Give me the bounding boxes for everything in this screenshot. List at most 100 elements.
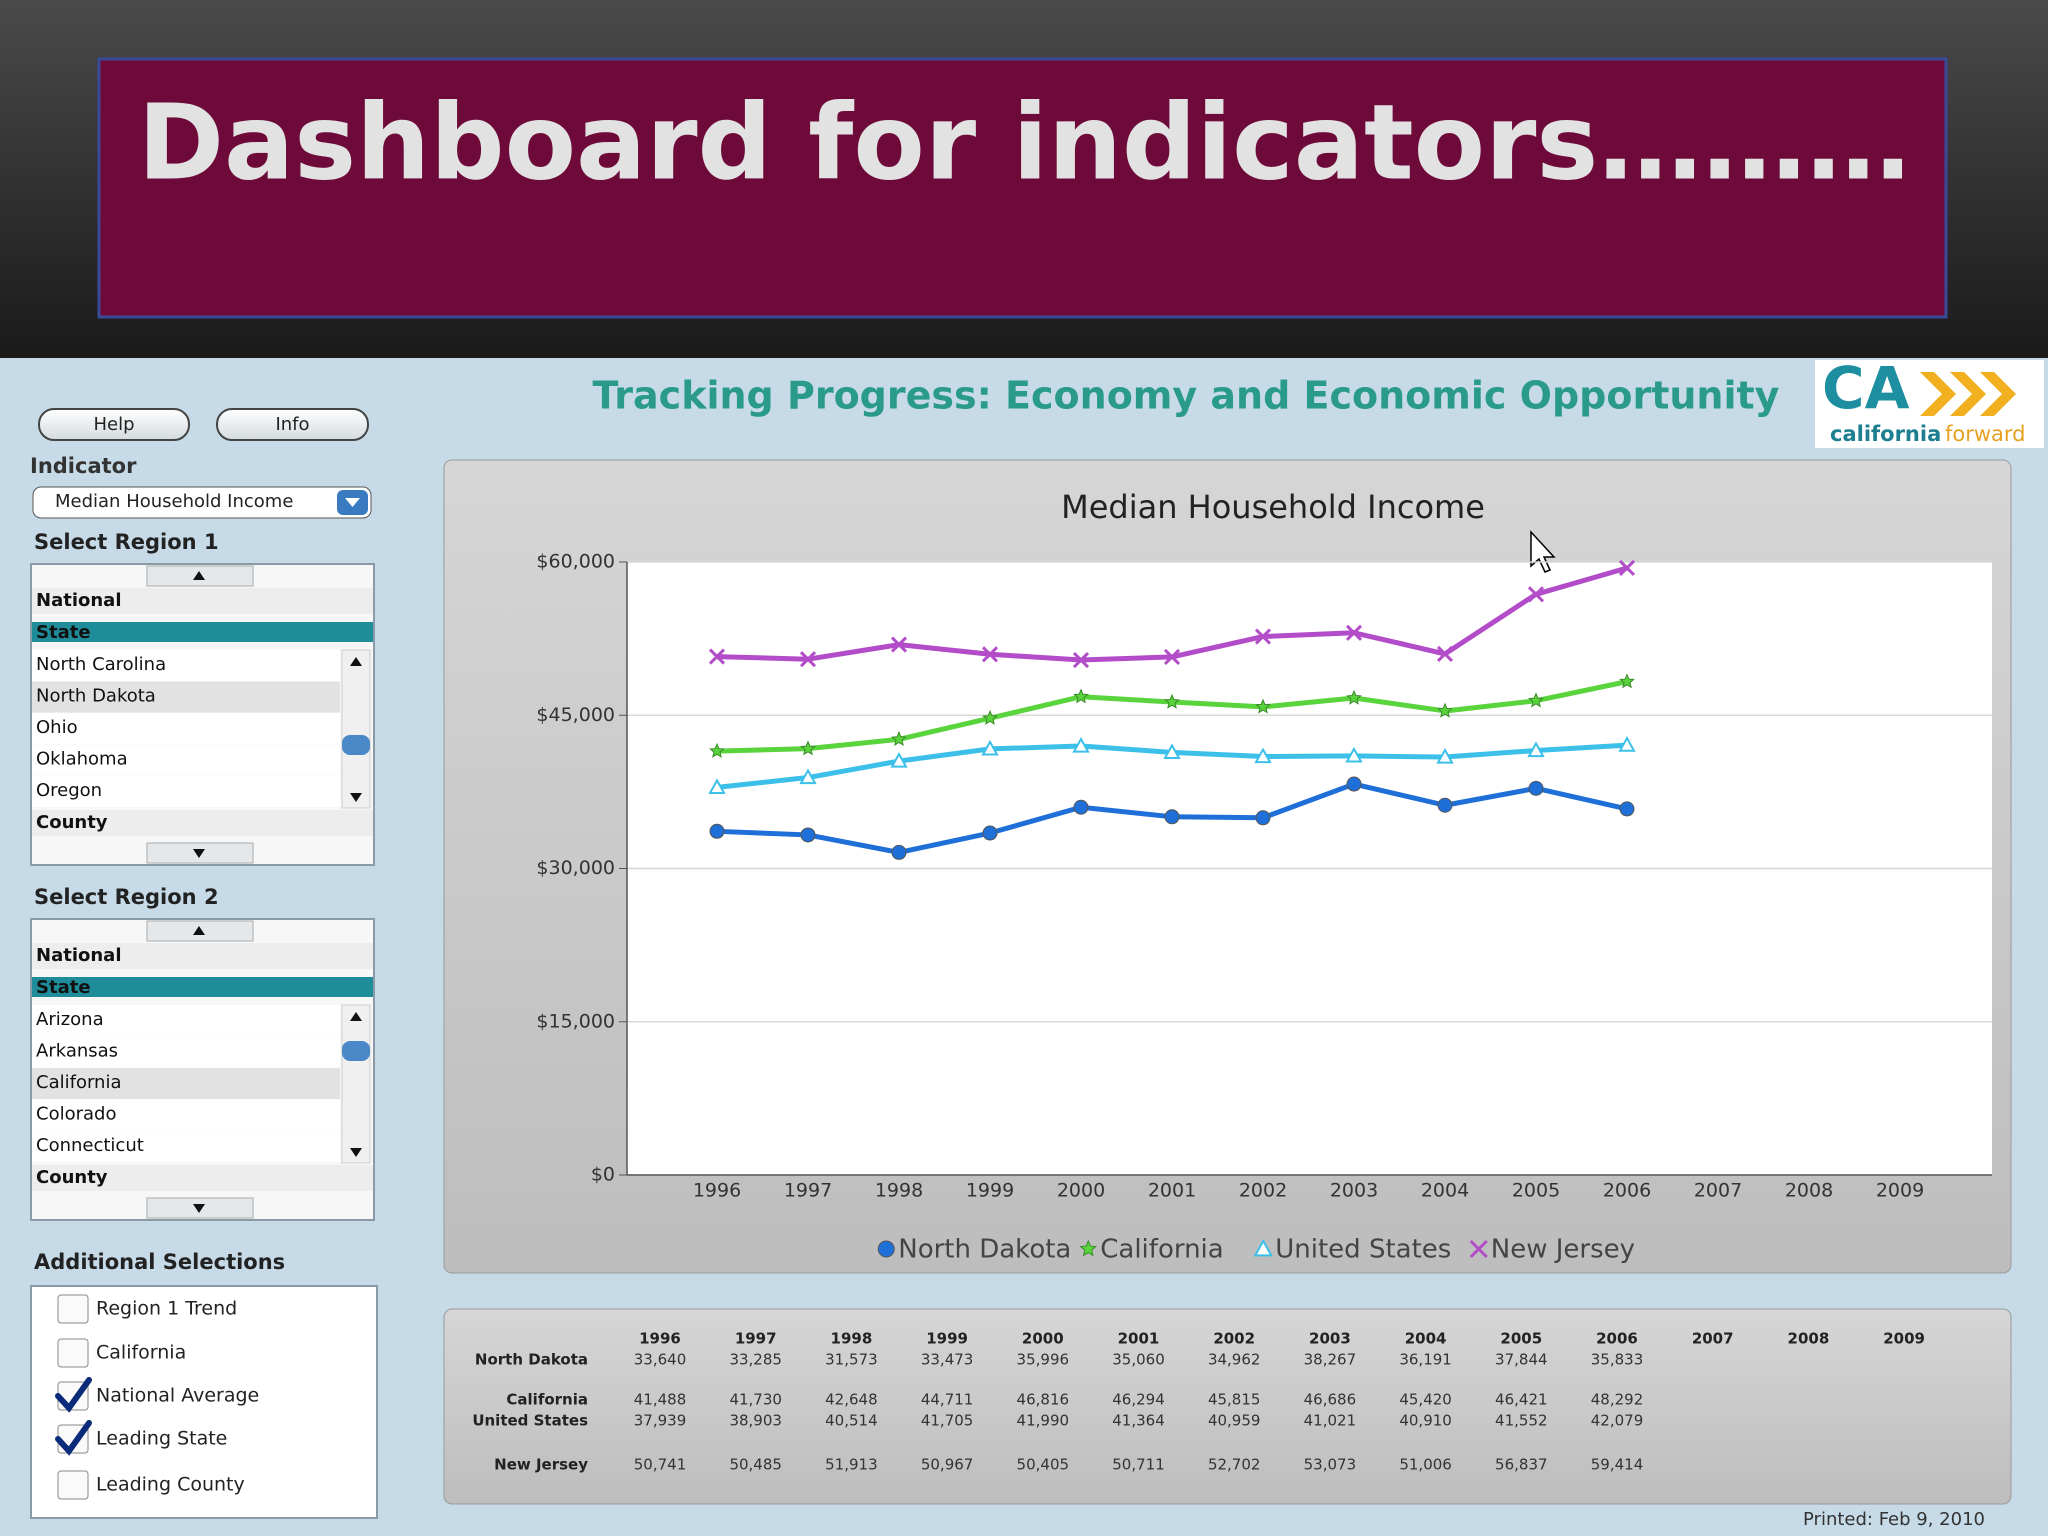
x-tick-label: 1998 (875, 1180, 923, 1202)
button[interactable] (216, 408, 369, 441)
marker (1618, 736, 1636, 752)
table-cell: 46,816 (1017, 1391, 1070, 1409)
x-tick-label: 2002 (1239, 1180, 1287, 1202)
table-cell: 41,021 (1304, 1412, 1357, 1430)
marker (1254, 747, 1272, 764)
legend-label: California (1100, 1235, 1223, 1265)
active-group (32, 622, 373, 642)
state-label[interactable]: California (36, 1072, 121, 1093)
marker (982, 709, 998, 725)
checkbox[interactable] (57, 1338, 89, 1368)
state-label[interactable]: Oklahoma (36, 749, 128, 770)
marker (1164, 693, 1180, 709)
option-label[interactable]: Leading State (96, 1428, 227, 1450)
dropdown-value[interactable]: Median Household Income (55, 491, 293, 512)
up-arrow (193, 926, 205, 935)
y-tick-label: $15,000 (536, 1010, 615, 1032)
marker (1469, 1239, 1488, 1259)
marker (799, 651, 817, 668)
marker (1437, 702, 1453, 718)
table-cell: 37,844 (1495, 1351, 1548, 1369)
state-row[interactable] (32, 776, 340, 807)
row-label: North Dakota (475, 1351, 588, 1369)
table-header: 2004 (1405, 1330, 1447, 1348)
marker (1164, 809, 1180, 825)
option-label[interactable]: Leading County (96, 1474, 245, 1496)
marker (1072, 736, 1090, 753)
state-row[interactable] (32, 744, 340, 776)
option-label[interactable]: Region 1 Trend (96, 1298, 237, 1320)
state-label[interactable]: Ohio (36, 717, 78, 738)
state-row[interactable] (32, 1005, 340, 1036)
table-cell: 56,837 (1495, 1456, 1548, 1474)
option-label[interactable]: California (96, 1342, 186, 1364)
x-tick-label: 2006 (1603, 1180, 1651, 1202)
additional-label: Additional Selections (34, 1250, 285, 1274)
state-row[interactable] (32, 1131, 340, 1162)
scroll-track (341, 649, 371, 809)
state-row[interactable] (32, 1099, 340, 1131)
state-label[interactable]: Arkansas (36, 1041, 118, 1062)
state-label[interactable]: Colorado (36, 1104, 116, 1125)
marker (1528, 780, 1544, 796)
table-cell: 46,294 (1112, 1391, 1165, 1409)
table-cell: 38,903 (729, 1412, 782, 1430)
marker (1619, 673, 1635, 689)
state-row[interactable] (32, 1068, 340, 1099)
table-header: 2008 (1788, 1330, 1830, 1348)
state-label[interactable]: Arizona (36, 1009, 104, 1030)
logo-mark: CA (1822, 354, 1910, 422)
state-row[interactable] (32, 1036, 340, 1068)
button-label[interactable]: Info (275, 414, 309, 435)
scroll-thumb[interactable] (342, 1041, 370, 1061)
table-cell: 41,990 (1017, 1412, 1070, 1430)
state-label[interactable]: Connecticut (36, 1135, 144, 1156)
group-row (32, 588, 373, 614)
marker (1345, 624, 1363, 641)
x-tick-label: 2009 (1876, 1180, 1924, 1202)
group-row (32, 943, 373, 969)
marker (800, 740, 816, 756)
marker (1255, 810, 1271, 826)
x-tick-label: 1997 (784, 1180, 832, 1202)
marker (800, 827, 816, 843)
group-label[interactable]: County (36, 812, 108, 833)
table-header: 1996 (639, 1330, 681, 1348)
state-row[interactable] (32, 713, 340, 744)
track-down (350, 1148, 362, 1157)
state-label[interactable]: North Carolina (36, 654, 166, 675)
down-arrow (193, 849, 205, 858)
button-label[interactable]: Help (93, 414, 134, 435)
state-row[interactable] (32, 681, 340, 713)
state-label[interactable]: North Dakota (36, 686, 156, 707)
group-label[interactable]: State (36, 622, 91, 643)
table-cell: 50,485 (729, 1456, 782, 1474)
scroll-thumb[interactable] (342, 735, 370, 755)
x-tick-label: 2005 (1512, 1180, 1560, 1202)
y-tick-label: $60,000 (536, 551, 615, 573)
marker (1163, 648, 1181, 665)
dashboard-header: Tracking Progress: Economy and Economic … (593, 374, 1780, 418)
marker (709, 742, 725, 758)
state-label[interactable]: Oregon (36, 780, 102, 801)
x-tick-label: 2004 (1421, 1180, 1469, 1202)
table-cell: 45,420 (1399, 1391, 1452, 1409)
dropdown[interactable] (32, 486, 372, 519)
option-label[interactable]: National Average (96, 1385, 259, 1407)
checkbox[interactable] (57, 1294, 89, 1324)
state-row[interactable] (32, 650, 340, 681)
table-header: 2003 (1309, 1330, 1351, 1348)
title-banner (97, 57, 1948, 319)
group-label[interactable]: National (36, 945, 121, 966)
group-label[interactable]: County (36, 1167, 108, 1188)
checkbox[interactable] (57, 1470, 89, 1500)
marker (1527, 586, 1545, 603)
group-label[interactable]: National (36, 590, 121, 611)
table-cell: 33,285 (729, 1351, 782, 1369)
marker (890, 752, 908, 768)
table-cell: 41,552 (1495, 1412, 1548, 1430)
marker (1163, 743, 1181, 759)
group-label[interactable]: State (36, 977, 91, 998)
button[interactable] (38, 408, 190, 441)
